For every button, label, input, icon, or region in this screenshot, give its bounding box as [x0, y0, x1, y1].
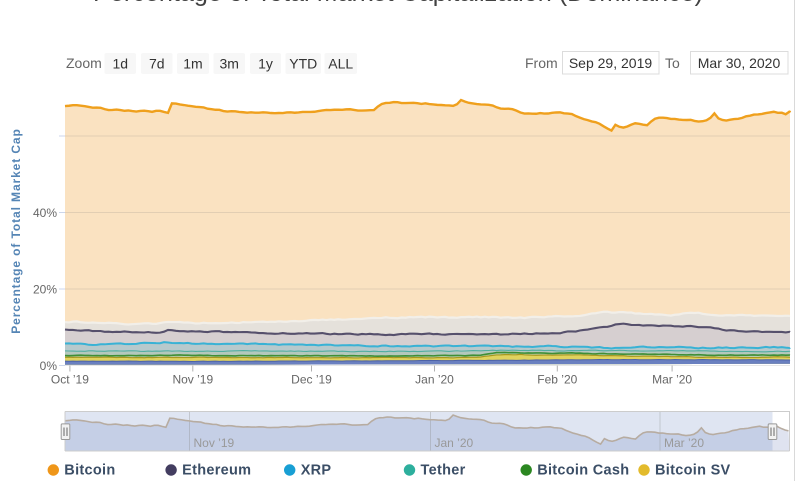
svg-text:XRP: XRP — [301, 463, 332, 479]
svg-text:1m: 1m — [183, 56, 202, 72]
svg-text:Mar ’20: Mar ’20 — [652, 373, 692, 387]
svg-text:Dec ’19: Dec ’19 — [291, 373, 332, 387]
svg-text:0%: 0% — [40, 359, 58, 373]
svg-text:Oct ’19: Oct ’19 — [51, 373, 89, 387]
svg-text:Percentage of Total Market Cap: Percentage of Total Market Capitalizatio… — [93, 0, 703, 7]
svg-text:Percentage of Total Market Cap: Percentage of Total Market Cap — [9, 128, 23, 334]
svg-text:20%: 20% — [33, 283, 57, 297]
svg-text:40%: 40% — [33, 206, 57, 220]
svg-text:Mar ’20: Mar ’20 — [664, 436, 704, 450]
svg-text:ALL: ALL — [328, 56, 353, 72]
svg-text:Zoom: Zoom — [66, 55, 102, 71]
svg-text:To: To — [665, 55, 680, 71]
svg-text:1y: 1y — [258, 56, 273, 72]
svg-text:1d: 1d — [112, 56, 128, 72]
svg-text:Nov ’19: Nov ’19 — [172, 373, 213, 387]
svg-text:Bitcoin Cash: Bitcoin Cash — [537, 463, 629, 479]
svg-text:Bitcoin SV: Bitcoin SV — [655, 463, 731, 479]
svg-text:Tether: Tether — [421, 463, 466, 479]
svg-text:Feb ’20: Feb ’20 — [537, 373, 577, 387]
svg-text:Bitcoin: Bitcoin — [64, 463, 115, 479]
svg-text:3m: 3m — [220, 56, 239, 72]
svg-text:7d: 7d — [149, 56, 165, 72]
svg-text:From: From — [525, 55, 558, 71]
svg-text:YTD: YTD — [289, 56, 317, 72]
svg-text:Jan ’20: Jan ’20 — [435, 436, 474, 450]
svg-text:Sep 29, 2019: Sep 29, 2019 — [569, 55, 653, 71]
svg-text:Mar 30, 2020: Mar 30, 2020 — [698, 55, 781, 71]
svg-text:Ethereum: Ethereum — [182, 463, 251, 479]
svg-text:Nov ’19: Nov ’19 — [194, 436, 235, 450]
svg-text:Jan ’20: Jan ’20 — [415, 373, 454, 387]
